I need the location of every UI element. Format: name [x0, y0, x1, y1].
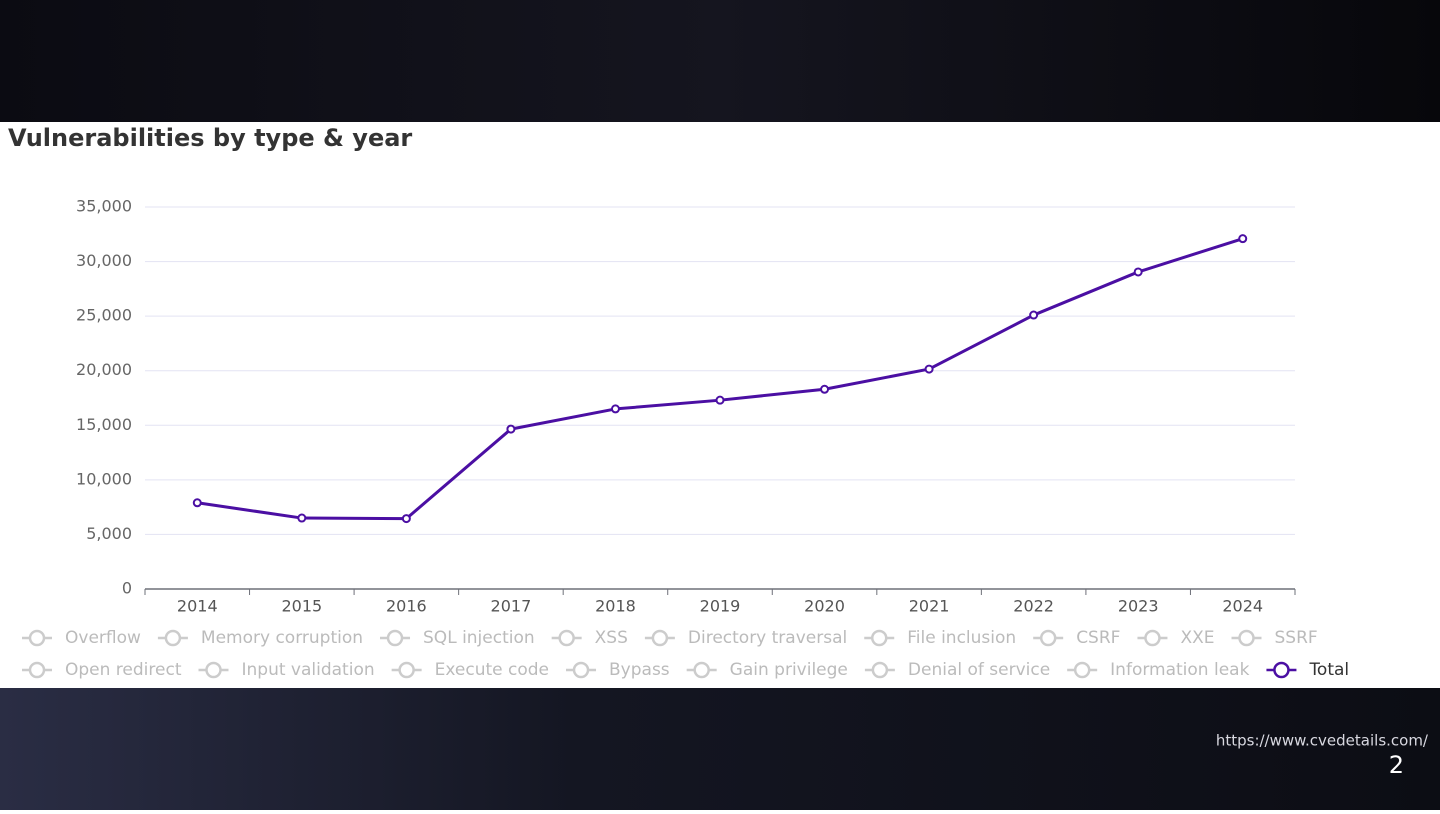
legend-marker — [164, 629, 182, 647]
legend-item[interactable]: Information leak — [1067, 660, 1250, 680]
point — [715, 395, 725, 405]
legend-label: Memory corruption — [201, 628, 363, 648]
legend-label: Execute code — [435, 660, 549, 680]
legend-marker — [386, 629, 404, 647]
chart-panel — [0, 122, 1440, 688]
point — [1238, 234, 1248, 244]
y-tick-label: 5,000 — [86, 524, 132, 543]
legend-item[interactable]: Bypass — [566, 660, 670, 680]
legend-item[interactable]: Memory corruption — [157, 628, 363, 648]
legend-item[interactable]: Open redirect — [22, 660, 182, 680]
legend-marker — [558, 629, 575, 647]
point — [820, 384, 830, 394]
legend-marker — [693, 661, 710, 679]
legend-marker — [28, 629, 46, 647]
chart-title: Vulnerabilities by type & year — [8, 124, 412, 152]
legend-marker — [871, 661, 889, 679]
x-tick-label: 2017 — [491, 597, 532, 616]
legend-item[interactable]: XXE — [1137, 628, 1215, 648]
y-tick-label: 25,000 — [76, 306, 132, 325]
x-tick-label: 2014 — [177, 597, 218, 616]
legend-marker — [1073, 661, 1091, 679]
legend-item[interactable]: File inclusion — [864, 628, 1016, 648]
y-tick-label: 0 — [122, 579, 132, 598]
header-background — [0, 0, 1440, 122]
legend-label: Information leak — [1110, 660, 1249, 680]
legend-item[interactable]: Overflow — [22, 628, 141, 648]
plot: 0 5,000 10,000 15,000 20,000 25,000 30,000 35,0… — [22, 197, 1349, 680]
page-number: 2 — [1389, 751, 1404, 779]
point — [297, 513, 307, 523]
legend-label: XXE — [1180, 628, 1214, 648]
x-tick-label: 2020 — [804, 597, 845, 616]
legend-label: Open redirect — [65, 660, 182, 680]
legend-item[interactable]: SQL injection — [380, 628, 535, 648]
x-tick-label: 2023 — [1118, 597, 1159, 616]
legend-label: File inclusion — [907, 628, 1016, 648]
legend-item[interactable]: Gain privilege — [686, 660, 848, 680]
x-tick-label: 2024 — [1222, 597, 1263, 616]
x-tick-label: 2022 — [1013, 597, 1054, 616]
point — [401, 514, 411, 524]
x-tick-label: 2019 — [700, 597, 741, 616]
legend-marker — [651, 629, 669, 647]
point — [192, 498, 202, 508]
legend-marker — [1039, 629, 1057, 647]
source-link[interactable]: https://www.cvedetails.com/ — [1216, 732, 1429, 750]
x-tick-label: 2015 — [281, 597, 322, 616]
legend-item[interactable]: Denial of service — [864, 660, 1050, 680]
x-tick-label: 2016 — [386, 597, 427, 616]
y-tick-label: 35,000 — [76, 197, 132, 216]
legend-label: CSRF — [1076, 628, 1120, 648]
legend-item[interactable]: CSRF — [1033, 628, 1120, 648]
legend-marker — [398, 661, 415, 679]
legend-label: SSRF — [1275, 628, 1318, 648]
legend-label: Denial of service — [908, 660, 1050, 680]
y-tick-label: 15,000 — [76, 415, 132, 434]
legend-marker — [572, 661, 590, 679]
legend-label: SQL injection — [423, 628, 535, 648]
legend-marker — [870, 629, 888, 647]
point — [610, 404, 620, 414]
legend-item[interactable]: SSRF — [1231, 628, 1318, 648]
legend-label: Bypass — [609, 660, 670, 680]
legend-marker — [1273, 661, 1290, 679]
legend-label: Total — [1308, 660, 1349, 680]
legend-label: Gain privilege — [730, 660, 848, 680]
x-tick-label: 2021 — [909, 597, 950, 616]
legend-item[interactable]: XSS — [551, 628, 628, 648]
legend-label: Input validation — [242, 660, 375, 680]
legend-item[interactable]: Directory traversal — [644, 628, 847, 648]
point — [924, 364, 934, 374]
legend-item[interactable]: Input validation — [198, 660, 375, 680]
point — [1029, 310, 1039, 320]
legend-marker — [28, 661, 46, 679]
y-tick-label: 10,000 — [76, 469, 132, 488]
legend-marker — [1144, 629, 1161, 647]
legend-label: Overflow — [65, 628, 141, 648]
legend-marker — [205, 661, 222, 679]
point — [1133, 267, 1143, 277]
legend-label: Directory traversal — [688, 628, 847, 648]
legend-label: XSS — [595, 628, 628, 648]
y-tick-label: 20,000 — [76, 360, 132, 379]
footer-background — [0, 688, 1440, 810]
legend-item[interactable]: Total — [1266, 660, 1349, 680]
legend-marker — [1238, 629, 1255, 647]
point — [506, 424, 516, 434]
y-tick-label: 30,000 — [76, 251, 132, 270]
x-tick-label: 2018 — [595, 597, 636, 616]
legend-item[interactable]: Execute code — [391, 660, 549, 680]
